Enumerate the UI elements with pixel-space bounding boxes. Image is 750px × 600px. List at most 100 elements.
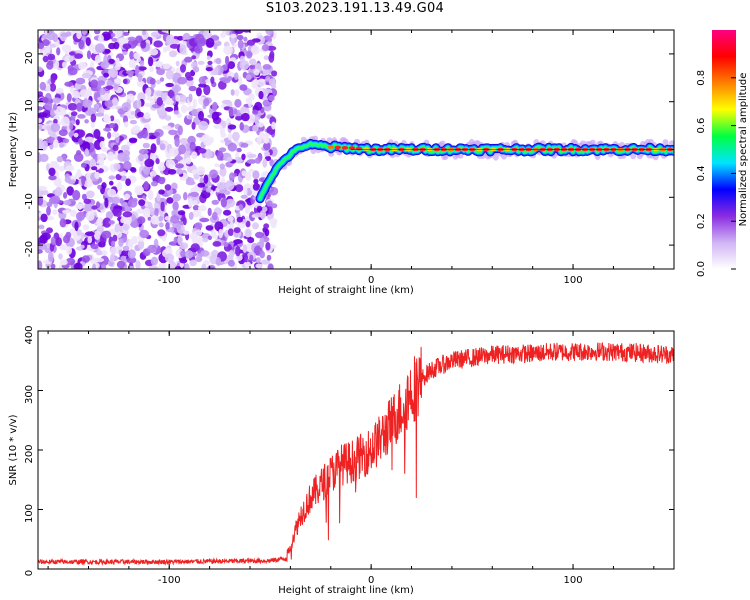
noise-blob <box>233 108 238 115</box>
noise-blob <box>198 148 207 154</box>
noise-blob <box>101 263 107 269</box>
noise-blob <box>135 260 141 269</box>
spectrogram-ylabel: Frequency (Hz) <box>8 112 19 188</box>
noise-blob <box>81 30 88 36</box>
noise-blob <box>137 239 145 250</box>
noise-blob <box>44 102 53 110</box>
noise-blob <box>112 234 118 242</box>
noise-blob <box>138 154 144 162</box>
noise-blob <box>165 106 174 112</box>
noise-blob <box>184 263 190 269</box>
noise-blob <box>48 167 56 176</box>
noise-blob <box>107 188 117 198</box>
noise-blob <box>84 136 95 143</box>
noise-blob <box>69 51 76 56</box>
noise-blob <box>227 61 236 70</box>
noise-blob <box>150 215 159 225</box>
noise-blob <box>104 99 114 108</box>
noise-blob <box>239 122 244 131</box>
noise-blob <box>189 141 196 151</box>
noise-blob <box>157 164 166 172</box>
noise-blob <box>266 200 273 207</box>
noise-blob <box>38 243 48 250</box>
noise-blob <box>46 30 56 41</box>
noise-blob <box>168 129 178 136</box>
noise-blob <box>148 48 159 56</box>
noise-blob <box>47 53 56 61</box>
noise-blob <box>75 203 85 210</box>
noise-blob <box>157 229 166 237</box>
noise-blob <box>176 35 184 41</box>
noise-blob <box>82 224 90 231</box>
noise-blob <box>175 163 184 169</box>
noise-blob <box>234 30 244 34</box>
noise-blob <box>122 223 130 231</box>
colorbar-tick-label: 0.2 <box>696 213 707 229</box>
noise-blob <box>123 193 131 200</box>
noise-blob <box>153 40 163 48</box>
noise-blob <box>73 262 83 269</box>
noise-blob <box>129 50 135 60</box>
noise-blob <box>102 217 112 228</box>
noise-blob <box>104 197 109 208</box>
noise-blob <box>69 122 74 131</box>
noise-blob <box>234 89 240 97</box>
noise-blob <box>50 195 61 204</box>
noise-blob <box>234 98 242 108</box>
noise-blob <box>129 119 137 125</box>
noise-blob <box>198 83 207 88</box>
noise-blob <box>81 193 88 201</box>
noise-blob <box>183 230 190 235</box>
noise-blob <box>53 176 62 187</box>
noise-blob <box>137 216 146 225</box>
noise-blob <box>227 124 237 130</box>
noise-blob <box>247 153 257 158</box>
noise-blob <box>83 203 93 213</box>
noise-blob <box>38 112 48 118</box>
noise-blob <box>87 236 93 244</box>
noise-blob <box>238 204 243 210</box>
noise-blob <box>156 79 161 85</box>
noise-blob <box>254 101 263 111</box>
noise-blob <box>241 112 250 122</box>
noise-blob <box>224 180 235 191</box>
noise-blob <box>177 94 187 103</box>
noise-blob <box>122 245 130 252</box>
noise-blob <box>234 184 244 193</box>
noise-blob <box>59 243 68 251</box>
noise-blob <box>45 163 51 172</box>
noise-blob <box>94 54 102 64</box>
noise-blob <box>66 93 72 103</box>
noise-blob <box>162 46 168 53</box>
noise-blob <box>198 110 204 121</box>
noise-blob <box>140 128 148 139</box>
noise-blob <box>138 148 149 155</box>
colorbar-tick-label: 0.6 <box>696 118 707 134</box>
noise-blob <box>237 76 243 87</box>
noise-blob <box>207 266 215 269</box>
noise-blob <box>187 197 193 208</box>
snr-ytick-label: 0 <box>24 570 35 576</box>
noise-blob <box>156 68 166 76</box>
noise-blob <box>125 178 131 186</box>
noise-blob <box>200 250 210 257</box>
noise-blob <box>156 135 161 146</box>
noise-blob <box>176 168 183 175</box>
noise-blob <box>174 137 180 148</box>
noise-blob <box>228 249 235 259</box>
noise-blob <box>240 194 248 199</box>
noise-blob <box>116 181 123 192</box>
noise-blob <box>122 211 133 218</box>
noise-blob <box>46 216 55 221</box>
noise-blob <box>225 198 236 208</box>
noise-blob <box>227 76 233 81</box>
noise-blob <box>130 167 137 173</box>
noise-blob <box>245 261 251 269</box>
noise-blob <box>84 99 93 107</box>
noise-blob <box>162 63 171 70</box>
noise-blob <box>142 207 151 218</box>
noise-blob <box>187 115 193 120</box>
noise-blob <box>197 205 207 212</box>
noise-blob <box>50 236 56 245</box>
noise-blob <box>38 185 48 191</box>
